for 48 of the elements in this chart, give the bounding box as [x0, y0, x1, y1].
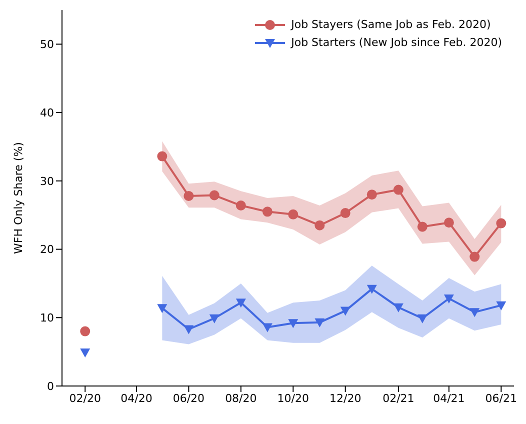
point	[470, 308, 480, 318]
point	[209, 314, 220, 324]
point	[80, 326, 90, 336]
x-tick-label: 02/20	[69, 392, 101, 405]
point	[314, 318, 325, 328]
point	[80, 348, 90, 358]
y-tick-label: 20	[40, 243, 54, 256]
point	[184, 190, 194, 201]
point	[288, 209, 298, 220]
point	[417, 314, 428, 324]
point	[262, 323, 272, 332]
point	[393, 303, 404, 312]
point	[496, 218, 506, 228]
point	[236, 298, 246, 308]
point	[184, 325, 194, 334]
x-tick-label: 02/21	[382, 392, 414, 405]
point	[340, 306, 350, 316]
y-tick-label: 10	[40, 312, 54, 325]
point	[496, 301, 506, 310]
point	[262, 206, 272, 217]
x-tick-label: 04/21	[433, 392, 465, 405]
x-tick-label: 10/20	[277, 392, 309, 405]
point	[288, 319, 298, 328]
point	[236, 200, 246, 211]
point	[366, 190, 377, 200]
y-tick-label: 0	[47, 380, 54, 393]
x-tick-label: 04/20	[120, 392, 152, 405]
point	[417, 222, 428, 232]
x-tick-label: 12/20	[330, 392, 362, 405]
legend-label: Job Starters (New Job since Feb. 2020)	[291, 35, 502, 51]
y-tick-label: 40	[40, 106, 54, 120]
point	[366, 284, 377, 294]
point	[444, 294, 454, 304]
y-tick-label: 50	[40, 38, 54, 52]
x-tick-label: 06/20	[172, 392, 205, 405]
point	[157, 304, 168, 314]
x-tick-label: 08/20	[225, 392, 257, 405]
legend-label: Job Stayers (Same Job as Feb. 2020)	[291, 17, 491, 33]
point	[393, 184, 404, 195]
point	[444, 218, 454, 228]
point	[209, 190, 220, 200]
y-tick-label: 30	[40, 174, 54, 188]
point	[314, 220, 325, 230]
point	[340, 208, 350, 218]
y-axis-title: WFH Only Share (%)	[12, 142, 25, 254]
x-tick-label: 06/21	[485, 392, 518, 405]
point	[157, 151, 168, 162]
point	[470, 252, 480, 262]
